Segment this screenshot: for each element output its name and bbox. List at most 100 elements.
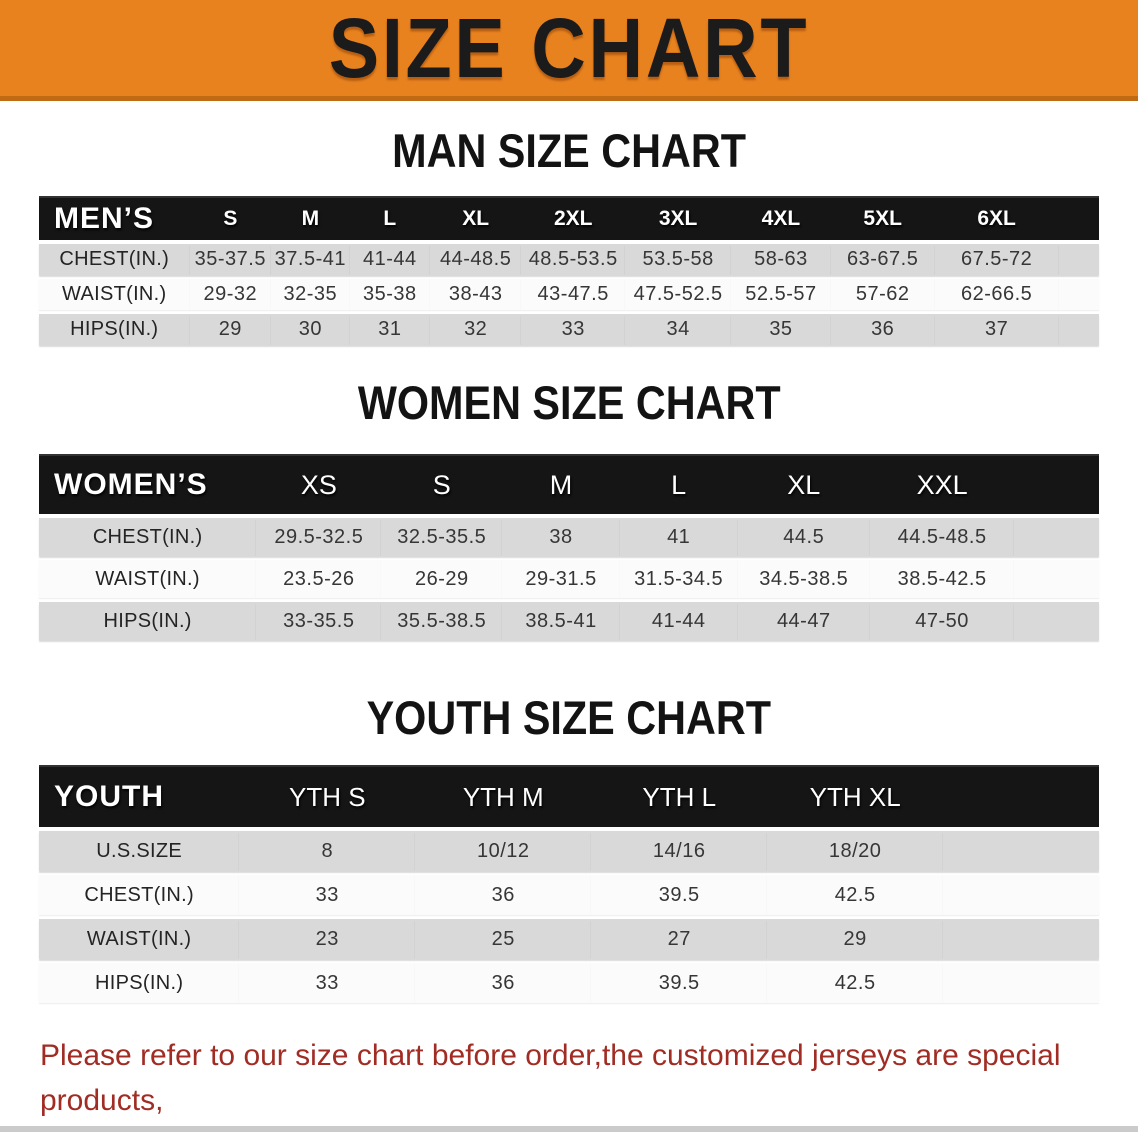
size-column-header: 2XL xyxy=(521,196,626,240)
row-label: U.S.SIZE xyxy=(39,831,240,871)
size-value-cell: 32-35 xyxy=(271,279,350,310)
size-value-cell: 32 xyxy=(430,314,522,345)
size-value-cell: 35-38 xyxy=(349,279,431,310)
size-value-cell: 23.5-26 xyxy=(256,560,382,598)
measurement-row: CHEST(IN.) 29.5-32.5 32.5-35.5 38 41 44.5 44.5… xyxy=(39,518,1099,556)
size-value-cell: 53.5-58 xyxy=(625,244,732,275)
size-value-cell: 43-47.5 xyxy=(521,279,626,310)
spacer-cell xyxy=(1058,314,1099,345)
size-value-cell: 29 xyxy=(767,919,944,959)
spacer-cell xyxy=(1014,602,1099,640)
size-value-cell: 26-29 xyxy=(381,560,503,598)
size-value-cell: 34 xyxy=(625,314,732,345)
section-heading-women: WOMEN SIZE CHART xyxy=(0,375,1138,431)
row-label: CHEST(IN.) xyxy=(39,875,240,915)
row-label: HIPS(IN.) xyxy=(39,602,257,640)
measurement-row: HIPS(IN.) 33 36 39.5 42.5 xyxy=(39,963,1099,1003)
size-value-cell: 31.5-34.5 xyxy=(619,560,738,598)
size-tables-container: MAN SIZE CHART MEN’S S M L XL 2XL 3XL 4XL 5XL 6XL C… xyxy=(0,123,1138,1007)
size-column-header: YTH XL xyxy=(767,765,944,827)
spacer-cell xyxy=(943,963,1099,1003)
title-banner: SIZE CHART xyxy=(0,0,1138,101)
size-value-cell: 38 xyxy=(502,518,620,556)
size-value-cell: 30 xyxy=(271,314,350,345)
row-label: WAIST(IN.) xyxy=(39,279,190,310)
size-value-cell: 47.5-52.5 xyxy=(625,279,732,310)
size-column-header: YTH M xyxy=(415,765,592,827)
size-value-cell: 39.5 xyxy=(591,963,768,1003)
size-value-cell: 47-50 xyxy=(870,602,1015,640)
measurement-row: CHEST(IN.) 33 36 39.5 42.5 xyxy=(39,875,1099,915)
size-value-cell: 35 xyxy=(731,314,831,345)
size-value-cell: 41-44 xyxy=(619,602,738,640)
disclaimer-note: Please refer to our size chart before or… xyxy=(40,1033,1108,1132)
size-column-header: YTH L xyxy=(591,765,768,827)
size-column-header: XS xyxy=(256,454,382,514)
size-value-cell: 37 xyxy=(934,314,1059,345)
size-value-cell: 8 xyxy=(239,831,416,871)
table-header-row: WOMEN’S XS S M L XL XXL xyxy=(39,454,1099,514)
section-heading-text: WOMEN SIZE CHART xyxy=(357,376,781,429)
table-corner-label: MEN’S xyxy=(39,196,190,240)
size-value-cell: 25 xyxy=(415,919,592,959)
table-header-row: YOUTH YTH S YTH M YTH L YTH XL xyxy=(39,765,1099,827)
size-value-cell: 10/12 xyxy=(415,831,592,871)
spacer-cell xyxy=(943,831,1099,871)
measurement-row: WAIST(IN.) 29-32 32-35 35-38 38-43 43-47.5 47.… xyxy=(39,279,1099,310)
measurement-row: HIPS(IN.) 33-35.5 35.5-38.5 38.5-41 41-44 44-… xyxy=(39,602,1099,640)
table-header-row: MEN’S S M L XL 2XL 3XL 4XL 5XL 6XL xyxy=(39,196,1099,240)
size-value-cell: 39.5 xyxy=(591,875,768,915)
size-value-cell: 58-63 xyxy=(731,244,831,275)
size-value-cell: 14/16 xyxy=(591,831,768,871)
size-value-cell: 36 xyxy=(830,314,935,345)
spacer-cell xyxy=(943,765,1099,827)
size-value-cell: 38.5-42.5 xyxy=(870,560,1015,598)
size-value-cell: 67.5-72 xyxy=(934,244,1059,275)
spacer-cell xyxy=(1014,560,1099,598)
size-column-header: 3XL xyxy=(625,196,732,240)
row-label: WAIST(IN.) xyxy=(39,919,240,959)
measurement-row: U.S.SIZE 8 10/12 14/16 18/20 xyxy=(39,831,1099,871)
size-value-cell: 36 xyxy=(415,875,592,915)
measurement-row: HIPS(IN.) 29 30 31 32 33 34 35 36 37 xyxy=(39,314,1099,345)
size-column-header: S xyxy=(189,196,272,240)
section-heading-text: YOUTH SIZE CHART xyxy=(366,691,772,744)
size-value-cell: 48.5-53.5 xyxy=(521,244,626,275)
spacer-cell xyxy=(1058,196,1099,240)
size-column-header: XL xyxy=(430,196,522,240)
size-value-cell: 41 xyxy=(619,518,738,556)
size-value-cell: 44.5-48.5 xyxy=(870,518,1015,556)
size-value-cell: 35-37.5 xyxy=(189,244,272,275)
men-size-table: MEN’S S M L XL 2XL 3XL 4XL 5XL 6XL CHEST(IN.) 35-37… xyxy=(39,192,1099,349)
row-label: CHEST(IN.) xyxy=(39,518,257,556)
size-value-cell: 62-66.5 xyxy=(934,279,1059,310)
size-value-cell: 44.5 xyxy=(737,518,871,556)
size-value-cell: 63-67.5 xyxy=(830,244,935,275)
size-value-cell: 38.5-41 xyxy=(502,602,620,640)
measurement-row: WAIST(IN.) 23.5-26 26-29 29-31.5 31.5-34.5 34… xyxy=(39,560,1099,598)
size-value-cell: 36 xyxy=(415,963,592,1003)
size-value-cell: 42.5 xyxy=(767,963,944,1003)
size-column-header: 5XL xyxy=(830,196,935,240)
size-value-cell: 29-31.5 xyxy=(502,560,620,598)
size-value-cell: 37.5-41 xyxy=(271,244,350,275)
size-value-cell: 38-43 xyxy=(430,279,522,310)
size-value-cell: 34.5-38.5 xyxy=(737,560,871,598)
row-label: CHEST(IN.) xyxy=(39,244,190,275)
disclaimer-line-1: Please refer to our size chart before or… xyxy=(40,1039,1061,1117)
size-value-cell: 27 xyxy=(591,919,768,959)
spacer-cell xyxy=(1058,279,1099,310)
spacer-cell xyxy=(943,875,1099,915)
size-value-cell: 35.5-38.5 xyxy=(381,602,503,640)
size-column-header: 4XL xyxy=(731,196,831,240)
size-value-cell: 44-48.5 xyxy=(430,244,522,275)
size-column-header: 6XL xyxy=(934,196,1059,240)
size-column-header: S xyxy=(381,454,503,514)
size-value-cell: 33 xyxy=(239,963,416,1003)
section-heading-text: MAN SIZE CHART xyxy=(392,124,746,177)
table-corner-label: WOMEN’S xyxy=(39,454,257,514)
section-heading-men: MAN SIZE CHART xyxy=(0,123,1138,179)
size-value-cell: 31 xyxy=(349,314,431,345)
size-value-cell: 33 xyxy=(521,314,626,345)
